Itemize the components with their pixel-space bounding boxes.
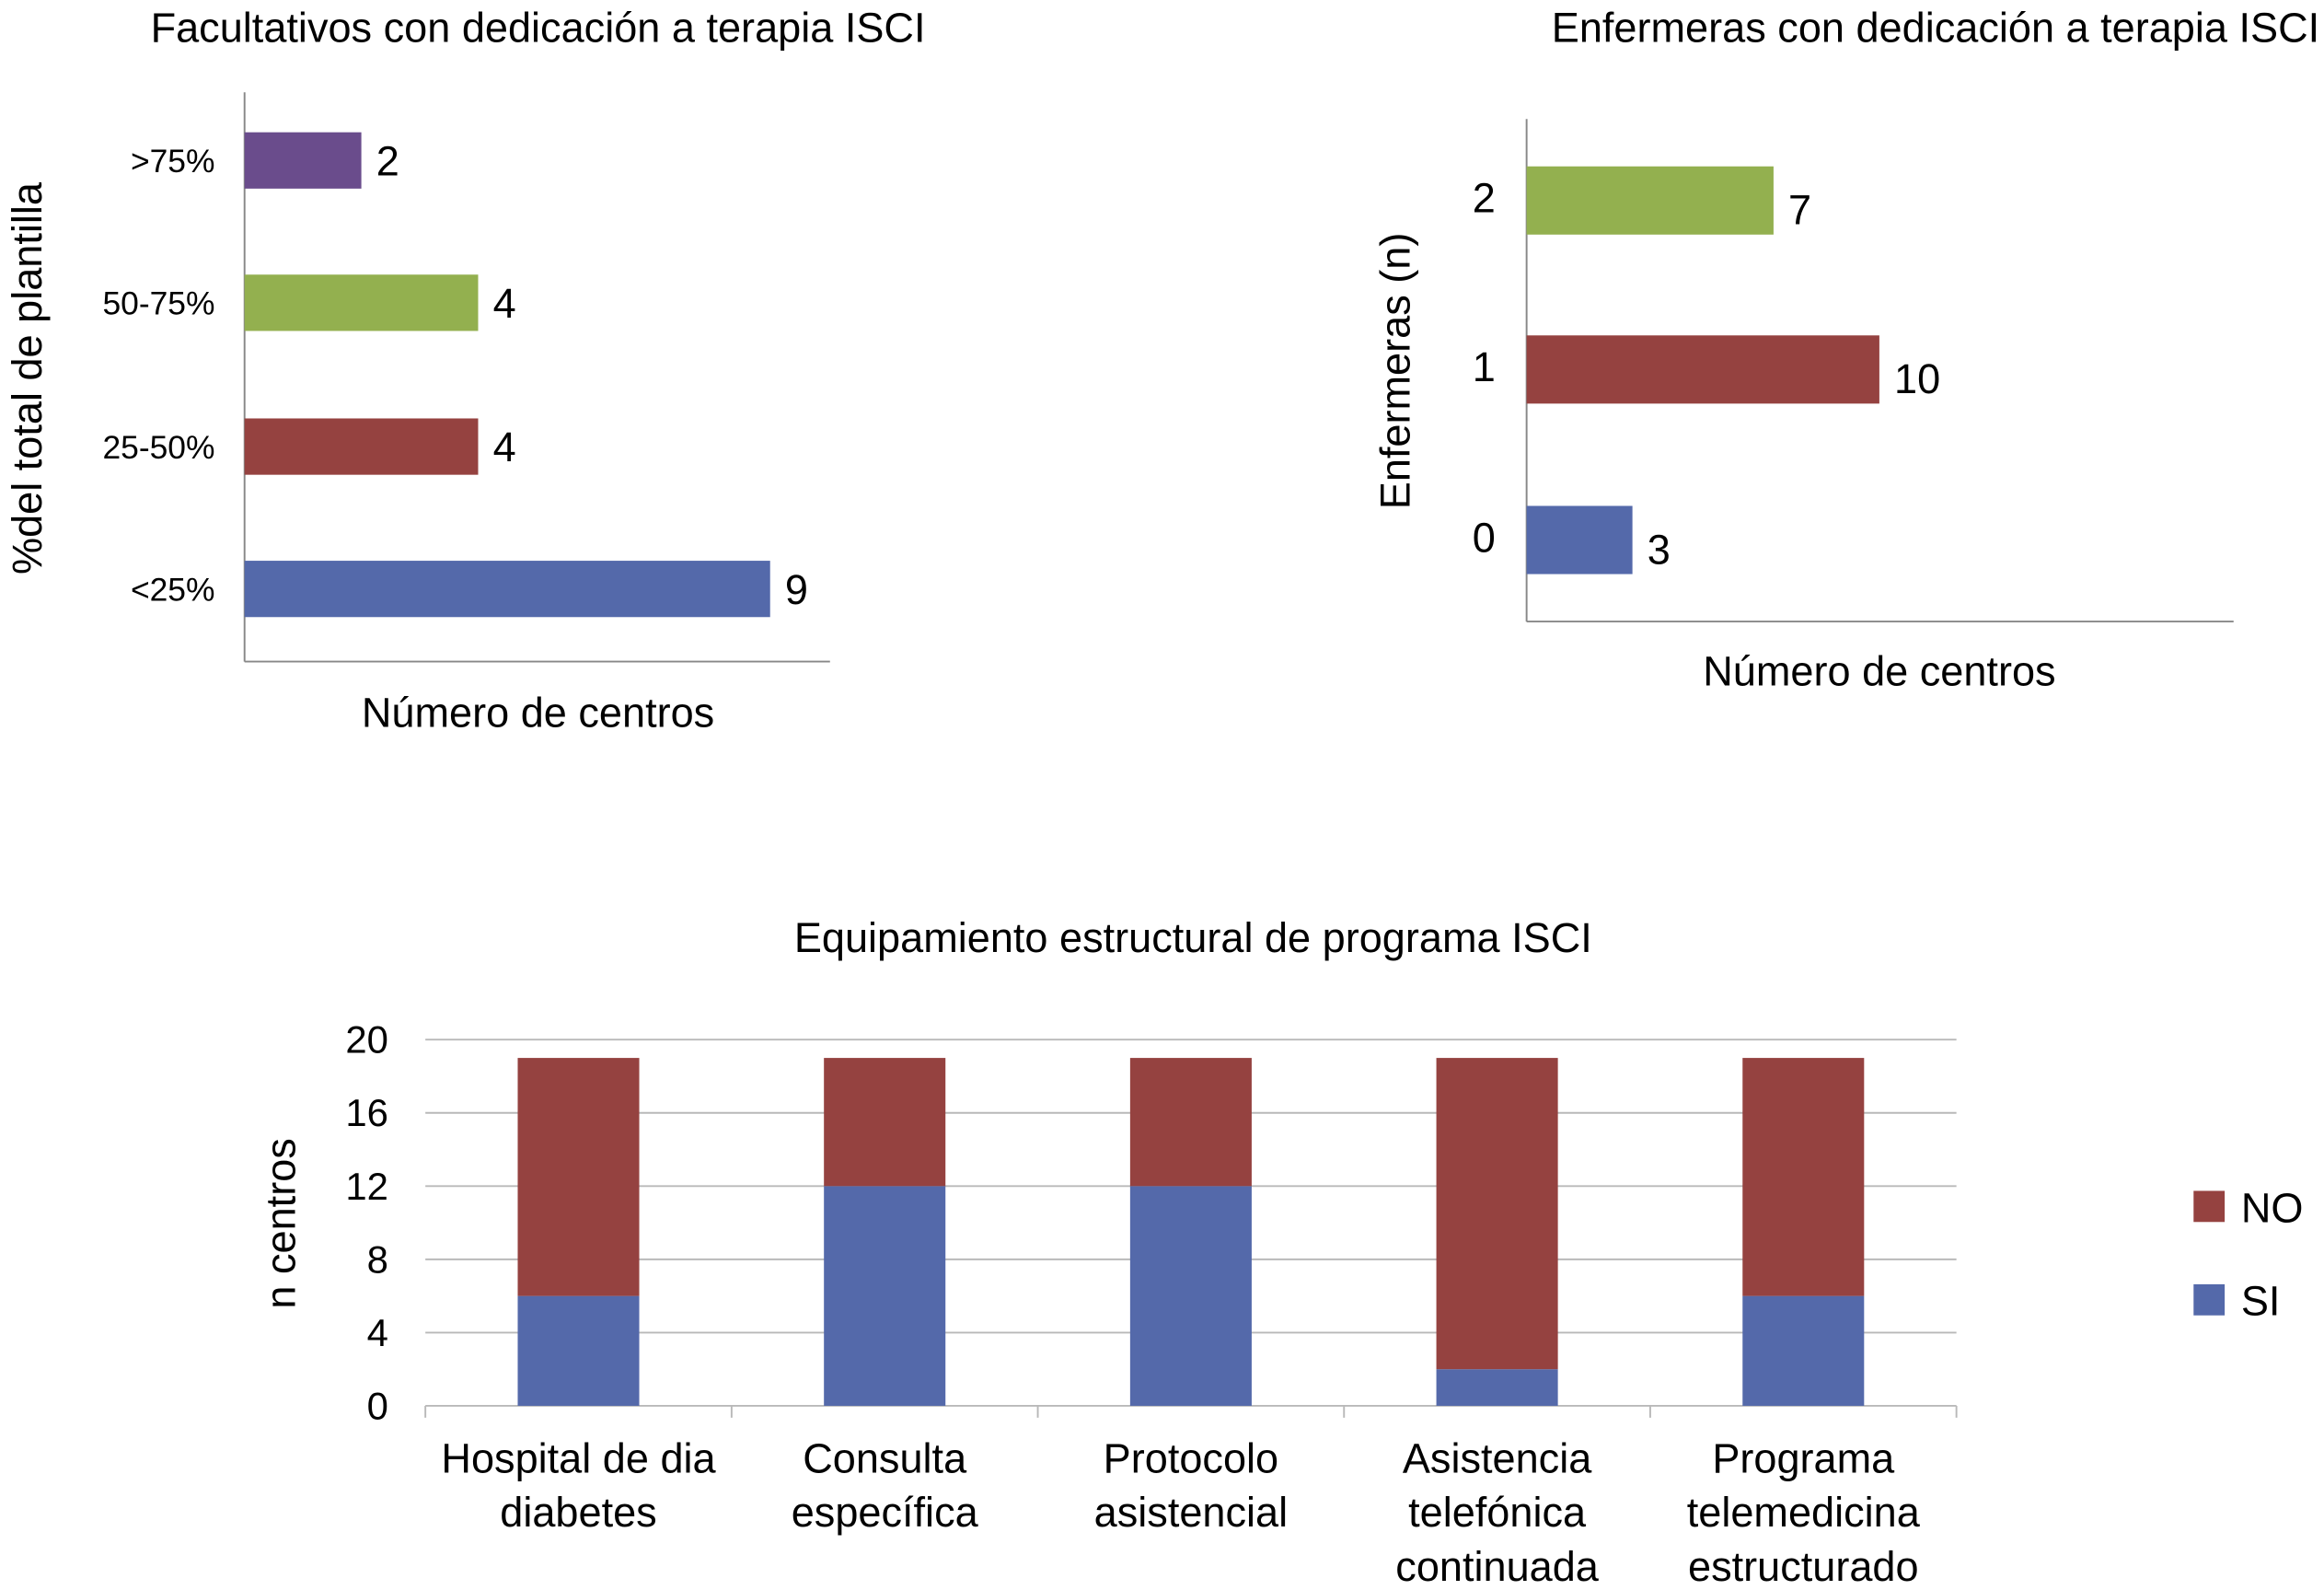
chart-facultativos: Facultativos con dedicación a terapia IS…: [4, 4, 925, 736]
x-tick-label: continuada: [1395, 1543, 1600, 1590]
x-tick-label: Consulta: [803, 1434, 967, 1481]
bar-segment-si: [1436, 1369, 1558, 1406]
y-tick-label: 8: [367, 1237, 388, 1281]
bar: [244, 274, 479, 331]
x-tick-label: telefónica: [1408, 1489, 1587, 1536]
bar: [244, 132, 362, 189]
chart2-title: Enfermeras con dedicación a terapia ISCI: [1552, 4, 2319, 51]
bar-segment-no: [1436, 1058, 1558, 1370]
chart-equipamiento: Equipamiento estructural de programa ISC…: [257, 914, 2303, 1590]
bar-segment-no: [824, 1058, 946, 1187]
category-label: 0: [1473, 514, 1496, 561]
chart1-title: Facultativos con dedicación a terapia IS…: [151, 4, 926, 51]
x-tick-label: telemedicina: [1687, 1489, 1921, 1536]
chart-enfermeras: Enfermeras con dedicación a terapia ISCI…: [1371, 4, 2319, 694]
category-label: 1: [1473, 343, 1496, 390]
bar: [1526, 166, 1774, 235]
legend: NO SI: [2193, 1184, 2304, 1325]
chart2-ylabel: Enfermeras (n): [1371, 233, 1418, 510]
x-tick-label: específica: [792, 1489, 979, 1536]
chart3-title: Equipamiento estructural de programa ISC…: [794, 914, 1592, 961]
x-tick-label: Protocolo: [1104, 1434, 1278, 1481]
bar-segment-si: [1742, 1295, 1865, 1406]
legend-swatch: [2193, 1190, 2226, 1223]
bar-segment-no: [1129, 1058, 1252, 1187]
bar-segment-no: [1742, 1058, 1865, 1296]
x-tick-label: Asistencia: [1403, 1434, 1592, 1481]
legend-label: SI: [2241, 1278, 2281, 1325]
bar: [1526, 505, 1633, 574]
chart2-xlabel: Número de centros: [1703, 647, 2055, 694]
y-tick-label: 12: [345, 1165, 388, 1208]
bar-segment-si: [517, 1295, 640, 1406]
category-label: 2: [1473, 175, 1496, 222]
data-label: 7: [1788, 187, 1811, 234]
chart1-xlabel: Número de centros: [362, 689, 714, 736]
y-tick-label: 0: [367, 1384, 388, 1427]
data-label: 2: [376, 137, 399, 184]
legend-label: NO: [2241, 1184, 2304, 1231]
data-label: 9: [785, 566, 808, 613]
bar-segment-si: [824, 1186, 946, 1406]
chart3-ylabel: n centros: [257, 1138, 304, 1308]
chart1-ylabel: %del total de plantilla: [4, 181, 51, 574]
x-tick-label: asistencial: [1094, 1489, 1288, 1536]
data-label: 3: [1648, 526, 1671, 573]
bar-segment-no: [517, 1058, 640, 1296]
y-tick-label: 16: [345, 1091, 388, 1134]
category-label: 50-75%: [102, 285, 214, 322]
x-tick-label: estructurado: [1688, 1543, 1919, 1590]
bar-segment-si: [1129, 1186, 1252, 1406]
x-tick-label: diabetes: [500, 1489, 656, 1536]
x-tick-label: Programa: [1712, 1434, 1895, 1481]
category-label: >75%: [131, 143, 215, 180]
category-label: <25%: [131, 572, 215, 609]
y-tick-label: 4: [367, 1311, 388, 1354]
data-label: 10: [1894, 355, 1940, 402]
bar: [244, 561, 770, 618]
data-label: 4: [493, 424, 516, 470]
data-label: 4: [493, 280, 516, 327]
bar: [244, 418, 479, 475]
category-label: 25-50%: [102, 429, 214, 466]
legend-swatch: [2193, 1283, 2226, 1316]
y-tick-label: 20: [345, 1018, 388, 1062]
x-tick-label: Hospital de dia: [441, 1434, 716, 1481]
bar: [1526, 335, 1879, 404]
